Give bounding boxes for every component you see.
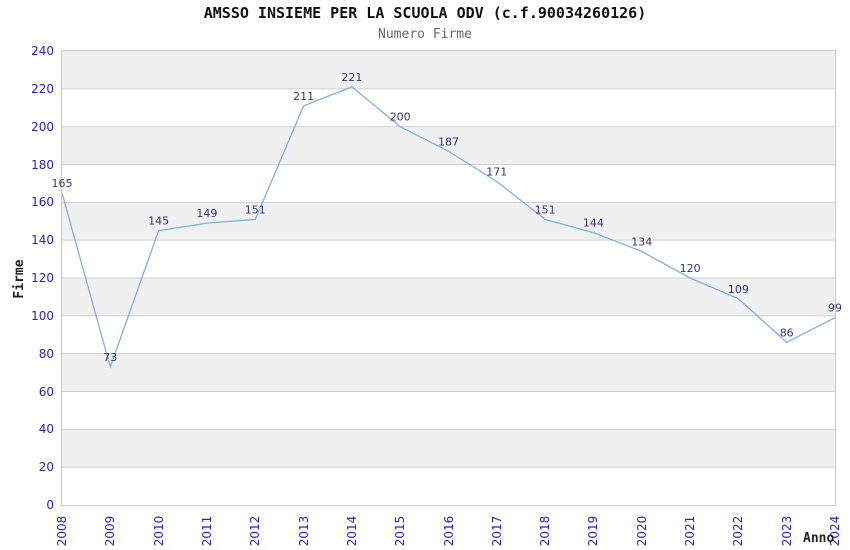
y-tick-label: 60 <box>38 384 54 399</box>
data-label: 200 <box>390 111 411 124</box>
x-tick-label: 2010 <box>151 515 166 547</box>
data-label: 134 <box>631 236 652 249</box>
data-label: 120 <box>680 262 701 275</box>
data-label: 99 <box>828 302 842 315</box>
data-label: 73 <box>103 351 117 364</box>
y-tick-label: 100 <box>31 308 54 323</box>
y-tick-label: 160 <box>31 195 54 210</box>
y-tick-label: 120 <box>31 271 54 285</box>
y-tick-label: 80 <box>38 346 54 361</box>
data-label: 151 <box>535 203 556 216</box>
y-tick-label: 140 <box>31 233 54 248</box>
y-axis-title: Firme <box>12 259 27 299</box>
data-label: 144 <box>583 217 604 230</box>
x-tick-label: 2015 <box>393 515 408 547</box>
x-tick-label: 2023 <box>779 515 794 547</box>
data-label: 221 <box>341 71 362 84</box>
x-tick-label: 2018 <box>538 515 553 547</box>
data-label: 86 <box>780 326 794 339</box>
data-label: 165 <box>52 177 73 190</box>
data-label: 145 <box>148 215 169 228</box>
y-tick-label: 20 <box>38 460 54 475</box>
x-tick-label: 2013 <box>296 515 311 547</box>
x-tick-label: 2014 <box>344 515 359 547</box>
x-tick-label: 2021 <box>683 515 698 547</box>
y-tick-label: 0 <box>46 498 54 512</box>
y-tick-label: 40 <box>38 422 54 437</box>
chart-title: AMSSO INSIEME PER LA SCUOLA ODV (c.f.900… <box>203 4 647 22</box>
data-label: 149 <box>196 207 217 220</box>
x-axis-title: Anno <box>803 531 835 546</box>
x-tick-label: 2008 <box>55 515 69 547</box>
x-tick-label: 2016 <box>441 515 456 547</box>
x-tick-label: 2017 <box>489 515 504 547</box>
data-label: 109 <box>728 283 749 296</box>
y-tick-label: 200 <box>31 119 54 134</box>
series-line <box>61 86 836 370</box>
plot-area: 165 73 145 149 151 211 221 200 187 171 151 144 134 12… <box>52 50 842 506</box>
data-label: 171 <box>486 166 507 179</box>
y-tick-label: 220 <box>31 81 54 96</box>
data-label: 211 <box>293 90 314 103</box>
x-tick-label: 2022 <box>731 515 746 547</box>
line-series-svg: 165 73 145 149 151 211 221 200 187 171 151 144 134 12… <box>52 71 842 468</box>
x-tick-label: 2020 <box>634 515 649 547</box>
x-tick-label: 2009 <box>103 515 118 547</box>
data-label: 187 <box>438 135 459 148</box>
y-tick-label: 180 <box>31 157 54 172</box>
data-label: 151 <box>245 203 266 216</box>
x-tick-label: 2012 <box>248 515 263 547</box>
x-tick-label: 2011 <box>199 515 214 547</box>
x-tick-label: 2019 <box>586 515 601 547</box>
y-tick-label: 240 <box>31 44 54 58</box>
chart-subtitle: Numero Firme <box>378 27 472 42</box>
